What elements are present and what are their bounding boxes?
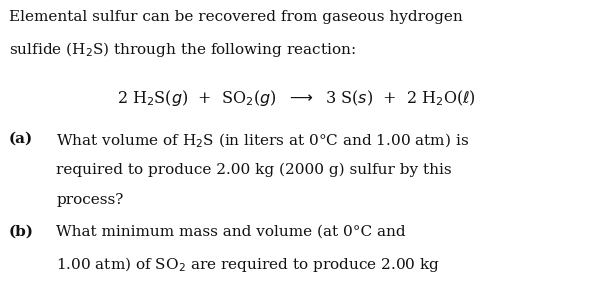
Text: Elemental sulfur can be recovered from gaseous hydrogen: Elemental sulfur can be recovered from g… [9, 10, 462, 24]
Text: (b): (b) [9, 224, 34, 239]
Text: required to produce 2.00 kg (2000 g) sulfur by this: required to produce 2.00 kg (2000 g) sul… [56, 162, 452, 177]
Text: What minimum mass and volume (at 0°C and: What minimum mass and volume (at 0°C and [56, 224, 406, 239]
Text: 2 H$_2$S($g$)  +  SO$_2$($g$)  $\longrightarrow$  3 S($s$)  +  2 H$_2$O($\ell$): 2 H$_2$S($g$) + SO$_2$($g$) $\longrighta… [117, 87, 475, 107]
Text: What volume of H$_2$S (in liters at 0°C and 1.00 atm) is: What volume of H$_2$S (in liters at 0°C … [56, 132, 469, 150]
Text: process?: process? [56, 193, 124, 207]
Text: sulfide (H$_2$S) through the following reaction:: sulfide (H$_2$S) through the following r… [9, 40, 356, 59]
Text: (a): (a) [9, 132, 33, 146]
Text: 1.00 atm) of SO$_2$ are required to produce 2.00 kg: 1.00 atm) of SO$_2$ are required to prod… [56, 255, 440, 274]
